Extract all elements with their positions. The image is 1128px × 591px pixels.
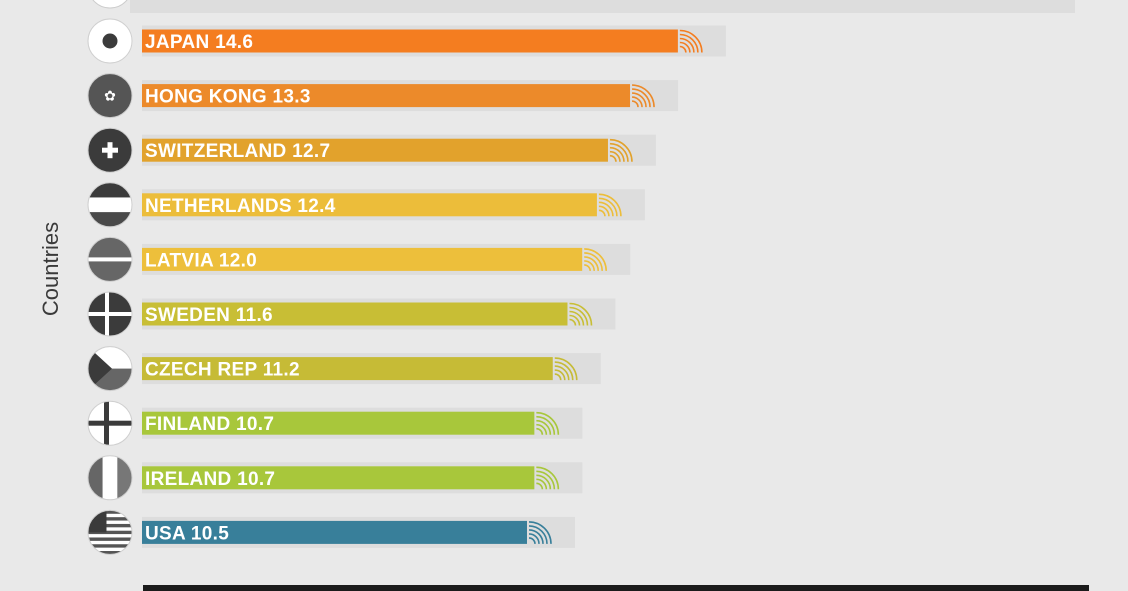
bar-latvia	[142, 247, 583, 271]
hong-kong-flag-icon: ✿	[87, 73, 133, 119]
background-stripes	[130, 0, 1075, 548]
bar-label-latvia: LATVIA 12.0	[145, 250, 257, 271]
bar-sweden	[142, 302, 568, 326]
signal-arcs-ireland	[536, 466, 560, 490]
bar-netherlands	[142, 193, 597, 217]
bar-label-ireland: IRELAND 10.7	[145, 469, 275, 490]
bar-czech-rep	[142, 357, 553, 381]
flags-group: ✿	[87, 0, 133, 555]
bar-label-japan: JAPAN 14.6	[145, 32, 253, 53]
signal-arcs-switzerland	[609, 138, 633, 162]
signal-arcs-latvia	[584, 248, 607, 272]
bar-hong-kong	[142, 84, 631, 108]
bar-label-finland: FINLAND 10.7	[145, 414, 274, 435]
usa-flag-icon	[87, 509, 133, 555]
czech-flag-icon	[87, 346, 133, 392]
switzerland-flag-icon	[87, 127, 133, 173]
bar-label-switzerland: SWITZERLAND 12.7	[145, 141, 330, 162]
bar-usa	[142, 520, 527, 544]
bar-finland	[142, 411, 535, 435]
signal-arcs-hong-kong	[631, 84, 655, 108]
signal-arcs-japan	[679, 29, 703, 53]
bar-label-netherlands: NETHERLANDS 12.4	[145, 196, 336, 217]
bars-group: JAPAN 14.6 HONG KONG 13.3 SWITZERLAND 12.7…	[142, 29, 703, 545]
signal-arcs-czech-rep	[554, 357, 578, 381]
bar-switzerland	[142, 138, 608, 162]
signal-arcs-usa	[528, 521, 552, 545]
signal-arcs-sweden	[569, 302, 593, 326]
latvia-flag-icon	[87, 236, 133, 282]
y-axis-title: Countries	[38, 222, 63, 316]
stripe-top	[130, 0, 1075, 13]
bar-label-czech-rep: CZECH REP 11.2	[145, 360, 300, 381]
japan-flag-icon	[87, 18, 133, 64]
ireland-flag-icon	[87, 455, 133, 501]
netherlands-flag-icon	[87, 182, 133, 228]
bar-label-usa: USA 10.5	[145, 523, 229, 544]
svg-text:✿: ✿	[104, 89, 116, 105]
signal-arcs-netherlands	[598, 193, 622, 217]
bar-label-hong-kong: HONG KONG 13.3	[145, 87, 311, 108]
bar-label-sweden: SWEDEN 11.6	[145, 305, 273, 326]
bar-japan	[142, 29, 678, 53]
signal-arcs-finland	[536, 411, 560, 435]
bottom-bar	[143, 585, 1089, 591]
finland-flag-icon	[87, 400, 133, 446]
partial-flag-icon	[92, 0, 128, 9]
bar-ireland	[142, 466, 535, 490]
sweden-flag-icon	[87, 291, 133, 337]
